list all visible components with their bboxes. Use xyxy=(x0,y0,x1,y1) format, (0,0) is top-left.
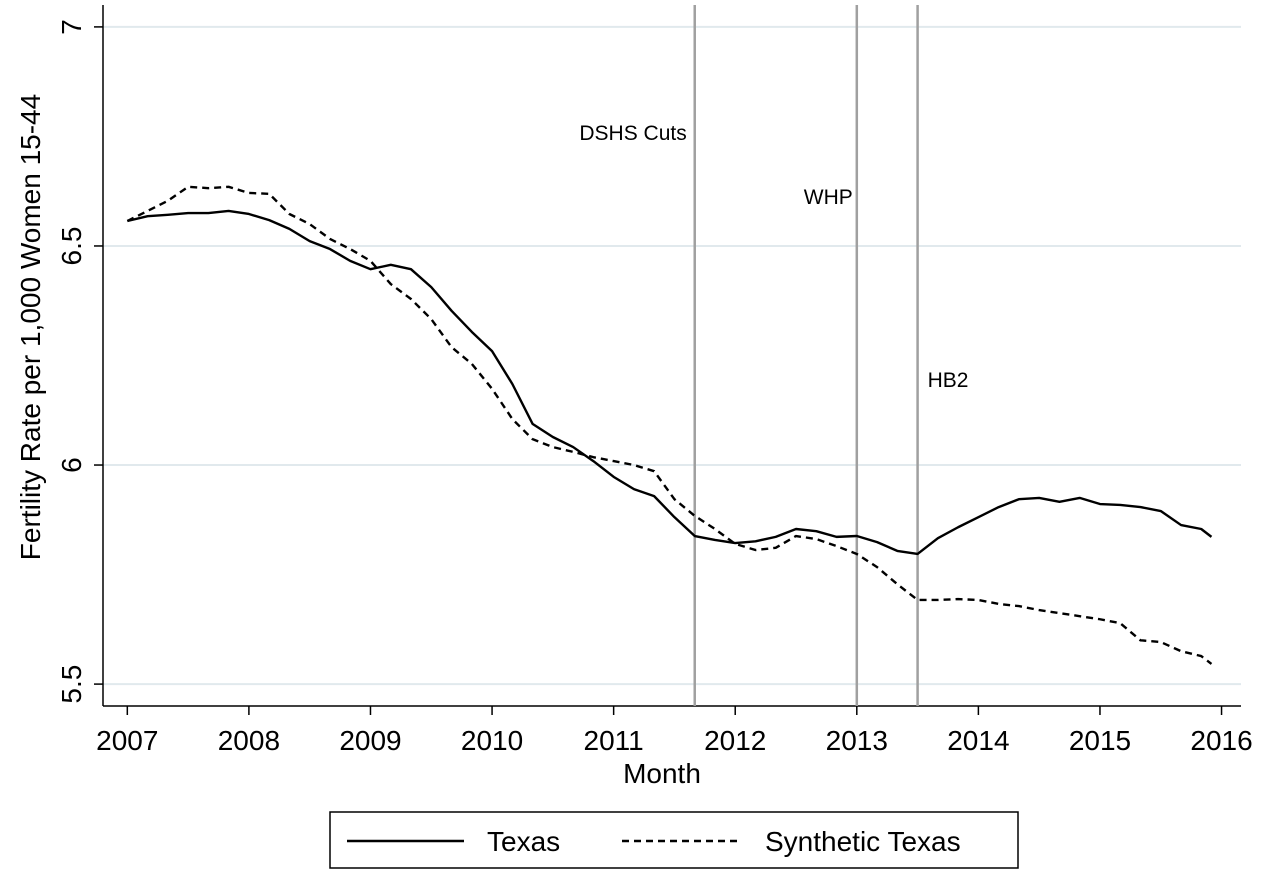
x-tick-label: 2015 xyxy=(1069,725,1131,756)
y-axis-label: Fertility Rate per 1,000 Women 15-44 xyxy=(15,94,46,560)
x-tick-label: 2014 xyxy=(947,725,1009,756)
y-tick-label: 5.5 xyxy=(56,665,87,704)
x-tick-label: 2011 xyxy=(584,725,644,756)
x-tick-label: 2012 xyxy=(704,725,766,756)
y-tick-label: 6.5 xyxy=(56,227,87,266)
legend-label: Synthetic Texas xyxy=(765,826,961,857)
series-line xyxy=(127,209,1213,556)
x-tick-label: 2009 xyxy=(339,725,401,756)
y-tick-label: 7 xyxy=(56,19,87,35)
x-tick-label: 2010 xyxy=(461,725,523,756)
series-line xyxy=(126,185,1213,665)
event-label: WHP xyxy=(804,186,853,209)
event-label: DSHS Cuts xyxy=(579,122,686,145)
x-tick-label: 2016 xyxy=(1190,725,1252,756)
x-tick-label: 2008 xyxy=(218,725,280,756)
x-tick-label: 2013 xyxy=(826,725,888,756)
x-tick-label: 2007 xyxy=(96,725,158,756)
x-axis-label: Month xyxy=(623,758,701,789)
y-tick-label: 6 xyxy=(56,457,87,473)
legend-label: Texas xyxy=(487,826,560,857)
legend: Texas Synthetic Texas xyxy=(329,811,1019,869)
event-label: HB2 xyxy=(928,369,969,392)
